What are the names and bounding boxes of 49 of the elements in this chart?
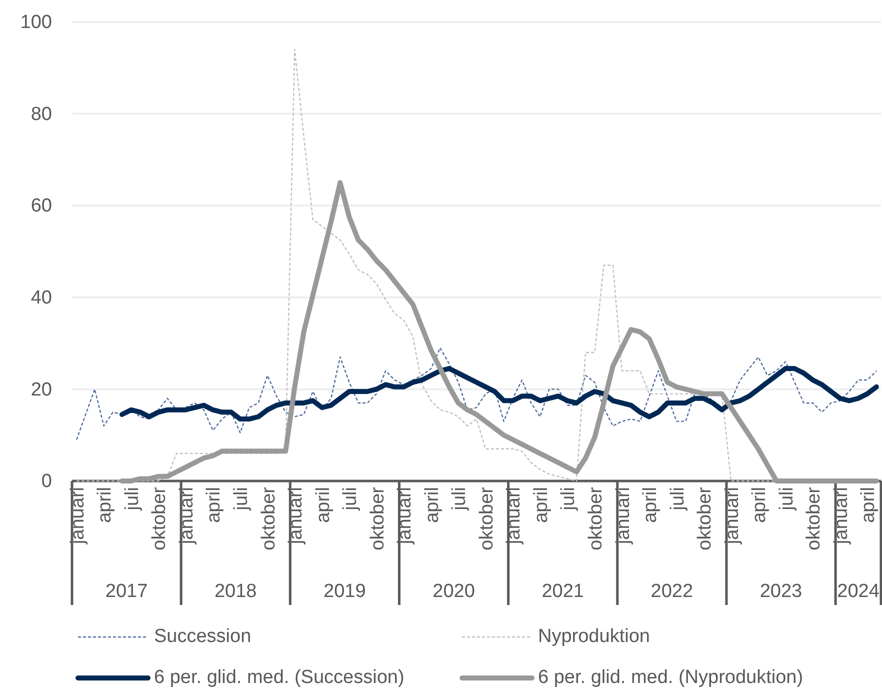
- x-tick-label: oktober: [694, 486, 716, 550]
- y-tick-label: 0: [41, 471, 52, 492]
- text: 2023: [760, 581, 802, 602]
- x-tick-label: april: [94, 487, 116, 523]
- x-tick-label: januari: [67, 487, 88, 546]
- legend-label: 6 per. glid. med. (Succession): [154, 667, 404, 688]
- x-tick-label: juli: [558, 487, 580, 512]
- text: 2021: [542, 581, 584, 602]
- x-tick-label: april: [422, 487, 443, 523]
- x-tick-label: januari: [722, 487, 743, 546]
- text: 2018: [214, 581, 257, 602]
- legend-label: Nyproduktion: [538, 626, 650, 648]
- x-tick-label: oktober: [258, 486, 280, 550]
- x-tick-label: april: [858, 487, 880, 523]
- y-tick-label: 20: [30, 379, 52, 400]
- legend-label: Succession: [154, 626, 252, 648]
- x-tick-label: januari: [176, 487, 198, 546]
- x-tick-label: juli: [667, 487, 688, 512]
- x-tick-label: juli: [340, 487, 362, 512]
- text: 2019: [324, 581, 366, 602]
- y-tick-label: 40: [30, 287, 52, 308]
- y-tick-label: 100: [20, 12, 52, 34]
- x-tick-label: januari: [286, 487, 307, 546]
- x-tick-label: januari: [612, 487, 634, 546]
- x-tick-label: april: [312, 487, 334, 523]
- text: 2024: [837, 581, 880, 602]
- y-tick-label: 60: [30, 196, 52, 217]
- y-tick-label: 80: [30, 104, 52, 125]
- x-tick-label: oktober: [367, 486, 388, 550]
- x-tick-label: januari: [394, 487, 416, 546]
- x-tick-label: april: [749, 487, 770, 523]
- text: 2017: [105, 581, 148, 602]
- x-tick-label: juli: [776, 487, 798, 512]
- x-tick-label: januari: [504, 487, 525, 546]
- x-tick-label: april: [204, 487, 225, 523]
- x-tick-label: juli: [449, 487, 470, 512]
- x-tick-label: oktober: [804, 486, 825, 550]
- text: 2022: [650, 581, 694, 602]
- x-tick-label: oktober: [149, 486, 170, 550]
- x-tick-label: oktober: [476, 486, 498, 550]
- x-tick-label: juli: [231, 487, 252, 512]
- text: 2020: [432, 581, 475, 602]
- x-tick-label: juli: [122, 487, 143, 512]
- x-tick-label: oktober: [586, 486, 607, 550]
- legend-label: 6 per. glid. med. (Nyproduktion): [538, 667, 804, 688]
- x-tick-label: april: [530, 487, 552, 523]
- x-tick-label: januari: [830, 487, 852, 546]
- line-series: [76, 347, 878, 440]
- x-tick-label: april: [640, 487, 662, 523]
